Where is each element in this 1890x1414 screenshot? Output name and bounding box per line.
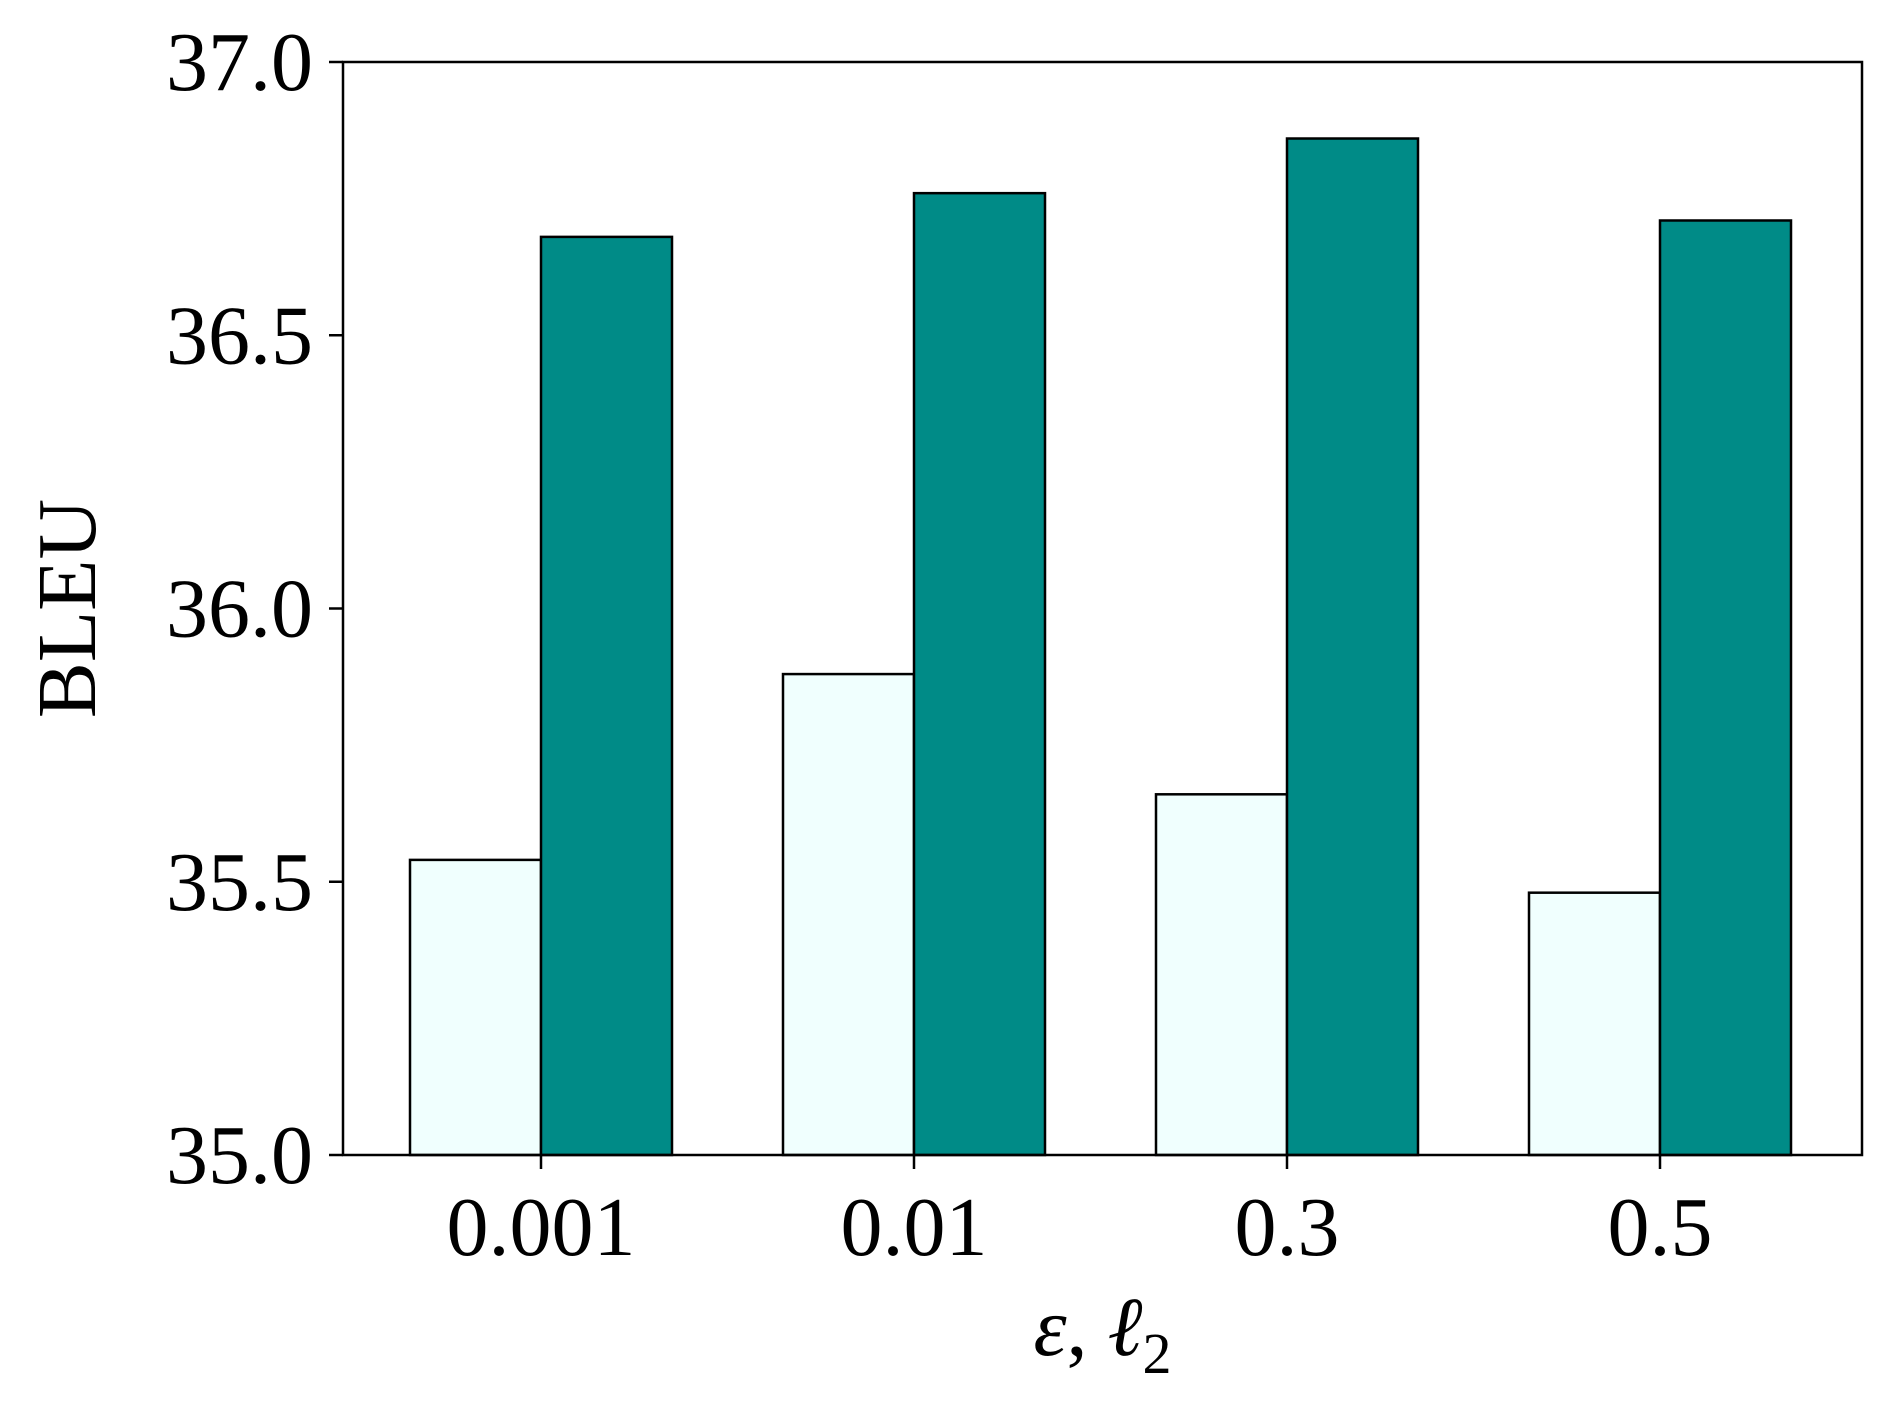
x-tick-label: 0.3: [1235, 1181, 1340, 1274]
y-tick-label: 36.5: [166, 289, 313, 382]
x-tick-label: 0.5: [1608, 1181, 1713, 1274]
x-axis-label: ε, ℓ2: [1033, 1281, 1171, 1386]
y-tick-label: 35.0: [166, 1109, 313, 1202]
bar-series-1-0.01: [781, 672, 916, 1157]
x-axis-ticks: 0.001 0.01 0.3 0.5: [447, 1155, 1713, 1274]
bar-series-2-0.5: [1658, 219, 1793, 1157]
bar-series-1-0.3: [1154, 793, 1289, 1157]
x-tick-label: 0.001: [447, 1181, 636, 1274]
x-axis-label-ell: ℓ: [1108, 1281, 1143, 1374]
y-tick-label: 35.5: [166, 836, 313, 929]
x-axis-label-epsilon: ε: [1033, 1281, 1067, 1374]
y-tick-label: 36.0: [166, 563, 313, 656]
x-axis-label-subscript: 2: [1143, 1321, 1172, 1386]
x-axis-label-separator: ,: [1067, 1281, 1088, 1374]
y-axis-label: BLEU: [21, 499, 114, 718]
bars-layer: [408, 137, 1793, 1157]
bar-series-1-0.5: [1527, 891, 1662, 1157]
y-axis-ticks: 35.0 35.5 36.0 36.5 37.0: [166, 16, 343, 1202]
y-tick-label: 37.0: [166, 16, 313, 109]
bar-series-2-0.01: [912, 191, 1047, 1157]
bar-series-2-0.3: [1285, 137, 1420, 1157]
x-tick-label: 0.01: [841, 1181, 988, 1274]
bar-series-2-0.001: [539, 235, 674, 1157]
bar-series-1-0.001: [408, 858, 543, 1157]
